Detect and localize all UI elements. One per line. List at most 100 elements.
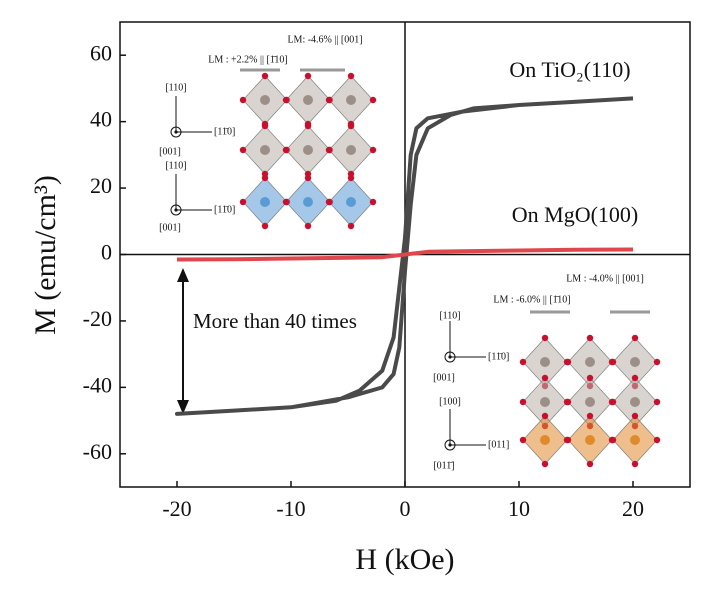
atom bbox=[631, 412, 639, 420]
atom bbox=[585, 397, 595, 407]
atom bbox=[303, 197, 313, 207]
atom bbox=[653, 358, 661, 366]
inset-label: [001] bbox=[159, 146, 181, 157]
y-tick-label: -20 bbox=[83, 306, 112, 331]
atom bbox=[631, 460, 639, 468]
axis-origin bbox=[174, 130, 178, 134]
atom bbox=[304, 174, 312, 182]
inset-label: [001] bbox=[159, 222, 181, 233]
inset-label: [100] bbox=[439, 396, 461, 407]
atom bbox=[347, 72, 355, 80]
axis-origin bbox=[448, 355, 452, 359]
atom bbox=[586, 460, 594, 468]
atom bbox=[630, 357, 640, 367]
x-axis-label: H (kOe) bbox=[355, 543, 454, 576]
inset-label: [110] bbox=[165, 160, 186, 171]
atom bbox=[609, 398, 617, 406]
atom bbox=[239, 146, 247, 154]
inset-label: [110] bbox=[439, 310, 460, 321]
atom bbox=[564, 436, 572, 444]
data-line bbox=[176, 247, 634, 262]
atom bbox=[519, 398, 527, 406]
inset-label: LM: -4.6% || [001] bbox=[287, 34, 362, 45]
atom bbox=[304, 222, 312, 230]
atom bbox=[347, 222, 355, 230]
atom bbox=[519, 436, 527, 444]
atom bbox=[261, 122, 269, 130]
atom bbox=[239, 198, 247, 206]
y-tick-label: 40 bbox=[90, 107, 112, 132]
atom bbox=[653, 398, 661, 406]
inset-label: LM : -6.0% || [1̄10] bbox=[493, 294, 570, 305]
atom bbox=[261, 222, 269, 230]
atom bbox=[260, 145, 270, 155]
x-tick-label: 0 bbox=[400, 496, 411, 521]
atom bbox=[325, 146, 333, 154]
atom bbox=[519, 358, 527, 366]
atom bbox=[630, 397, 640, 407]
atom bbox=[303, 145, 313, 155]
atom bbox=[585, 357, 595, 367]
inset-structures bbox=[170, 68, 661, 468]
inset-label: [11̄0] bbox=[214, 204, 235, 215]
atom bbox=[586, 374, 594, 382]
atom bbox=[346, 95, 356, 105]
atom bbox=[239, 96, 247, 104]
axis-origin bbox=[444, 351, 456, 363]
y-tick-label: -60 bbox=[83, 439, 112, 464]
atom bbox=[261, 72, 269, 80]
inset-label: [011] bbox=[488, 439, 509, 450]
x-tick-label: -10 bbox=[276, 496, 305, 521]
annotation: More than 40 times bbox=[193, 309, 357, 333]
inset-label: [110] bbox=[165, 82, 186, 93]
axis-origin bbox=[174, 208, 178, 212]
atom bbox=[609, 436, 617, 444]
atom bbox=[369, 96, 377, 104]
atom bbox=[325, 198, 333, 206]
atom bbox=[304, 122, 312, 130]
atom bbox=[540, 397, 550, 407]
atom bbox=[347, 174, 355, 182]
axis-origin bbox=[170, 126, 182, 138]
data-line bbox=[175, 96, 634, 416]
atom bbox=[585, 435, 595, 445]
atom bbox=[541, 412, 549, 420]
atom bbox=[630, 435, 640, 445]
atom bbox=[346, 197, 356, 207]
y-tick-label: 0 bbox=[101, 240, 112, 265]
y-tick-label: 20 bbox=[90, 173, 112, 198]
y-axis-label: M (emu/cm³) bbox=[29, 175, 62, 335]
atom bbox=[282, 96, 290, 104]
atom bbox=[260, 197, 270, 207]
inset-label: [001] bbox=[433, 372, 455, 383]
atom bbox=[586, 412, 594, 420]
atom bbox=[564, 398, 572, 406]
atom bbox=[369, 198, 377, 206]
inset-label: LM : -4.0% || [001] bbox=[566, 273, 644, 284]
atom bbox=[540, 435, 550, 445]
atom bbox=[282, 146, 290, 154]
series-label: On MgO(100) bbox=[512, 202, 639, 227]
atom bbox=[609, 358, 617, 366]
atom bbox=[586, 334, 594, 342]
axis-origin bbox=[444, 439, 456, 451]
inset-label: [11̄0] bbox=[488, 351, 509, 362]
atom bbox=[369, 146, 377, 154]
atom bbox=[541, 334, 549, 342]
y-tick-label: 60 bbox=[90, 40, 112, 65]
x-tick-label: 20 bbox=[622, 496, 644, 521]
y-tick-label: -40 bbox=[83, 372, 112, 397]
series-label: On TiO₂(110) bbox=[509, 57, 630, 82]
atom bbox=[541, 374, 549, 382]
atom bbox=[261, 174, 269, 182]
axis-origin bbox=[170, 204, 182, 216]
atom bbox=[540, 357, 550, 367]
inset-label: [011̄] bbox=[433, 460, 454, 471]
atom bbox=[653, 436, 661, 444]
x-tick-label: 10 bbox=[508, 496, 530, 521]
atom bbox=[346, 145, 356, 155]
atom bbox=[260, 95, 270, 105]
atom bbox=[541, 460, 549, 468]
atom bbox=[325, 96, 333, 104]
